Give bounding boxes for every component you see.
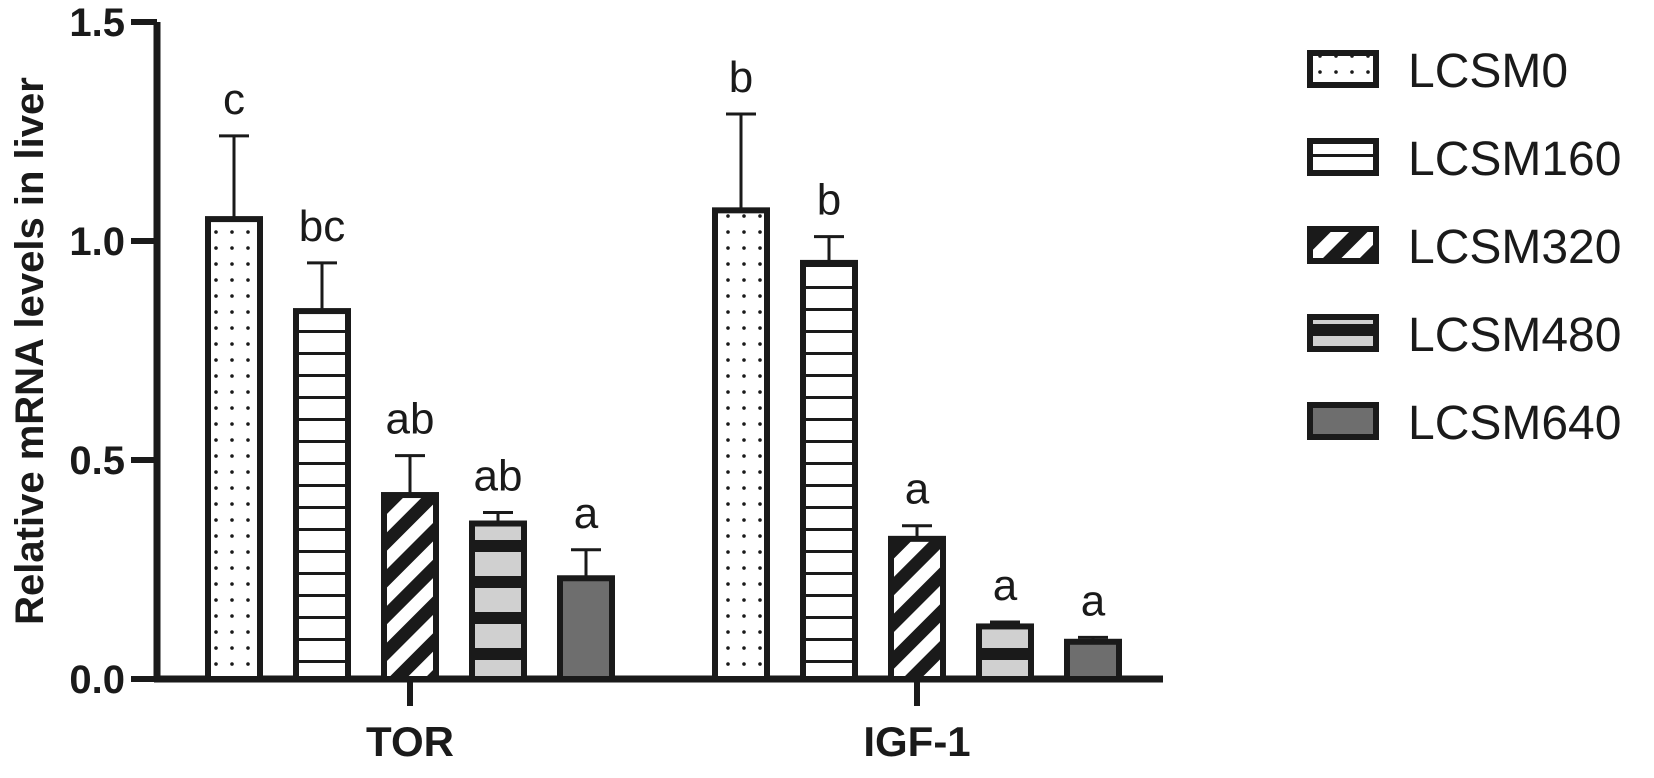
significance-label: a [1081,576,1106,625]
legend-label: LCSM480 [1408,309,1621,362]
legend-swatch [1307,50,1379,88]
bar-lcsm160-tor [293,308,351,682]
x-category-label: TOR [366,718,454,765]
significance-label: b [729,53,753,102]
y-axis-label: Relative mRNA levels in liver [8,77,52,625]
y-tick-label: 1.5 [69,1,125,45]
legend-swatch [1307,314,1379,352]
legend-label: LCSM640 [1408,397,1621,450]
bar-lcsm320-igf-1 [888,535,946,683]
y-ticks: 0.0 0.5 1.0 1.5 [69,1,157,702]
y-tick-label: 1.0 [69,220,125,264]
significance-label: ab [386,395,435,444]
bar-lcsm0-igf-1 [712,207,770,682]
bar-lcsm480-tor [469,520,527,683]
significance-label: ab [474,452,523,501]
x-ticks: TOR IGF-1 [366,679,971,765]
legend-swatch [1307,402,1379,440]
significance-label: a [574,489,599,538]
bar-lcsm480-igf-1 [976,623,1034,683]
significance-label: a [905,465,930,514]
bar-lcsm0-tor [205,216,263,682]
legend-swatch [1307,138,1379,176]
x-category-label: IGF-1 [863,718,970,765]
y-tick-label: 0.5 [69,439,125,483]
legend-label: LCSM0 [1408,45,1568,98]
bar-lcsm160-igf-1 [800,259,858,682]
y-tick-label: 0.0 [69,658,125,702]
significance-label: bc [299,202,345,251]
bar-lcsm640-tor [557,575,615,683]
significance-label: a [993,561,1018,610]
significance-label: c [223,75,245,124]
bar-lcsm640-igf-1 [1064,638,1122,683]
legend-label: LCSM160 [1408,133,1621,186]
legend: LCSM0 LCSM160 LCSM320 LCSM480 LCSM640 [1307,45,1621,450]
legend-label: LCSM320 [1408,221,1621,274]
bar-lcsm320-tor [381,492,439,683]
legend-swatch [1307,226,1379,264]
significance-label: b [817,176,841,225]
